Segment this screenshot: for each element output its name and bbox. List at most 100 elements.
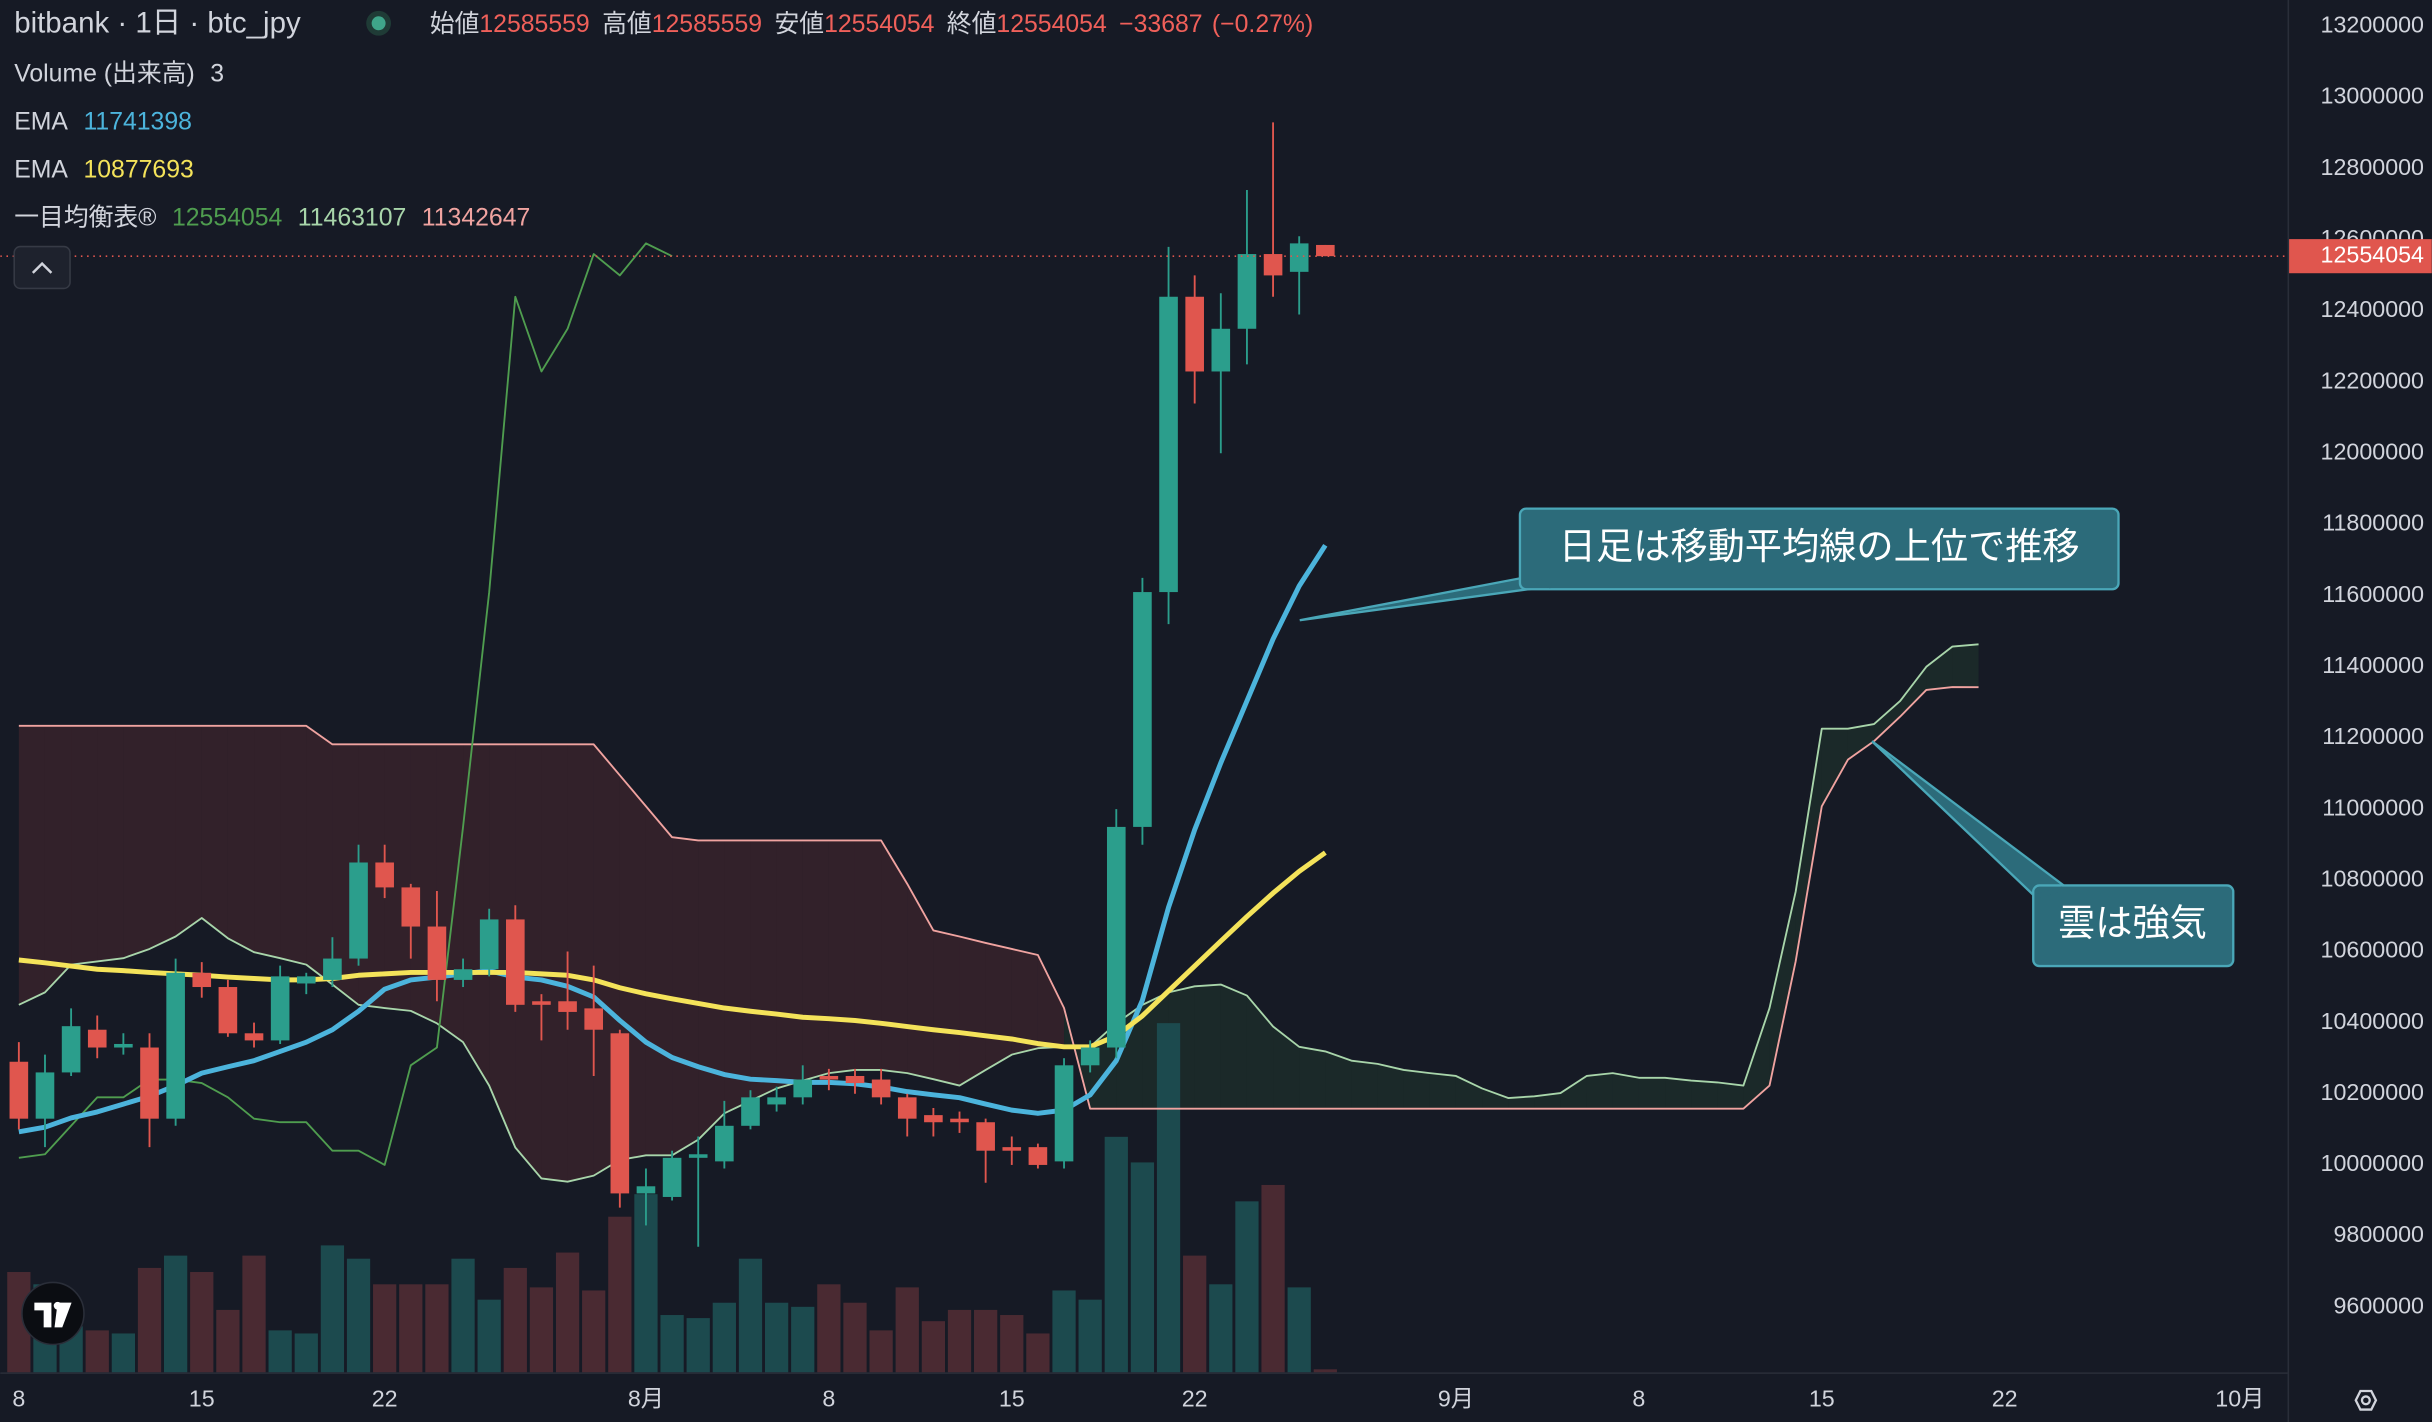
- cloud-segment: [541, 744, 568, 1182]
- legend-label: EMA: [14, 156, 68, 183]
- y-tick-label: 11400000: [2322, 652, 2424, 678]
- candle-body: [950, 1118, 969, 1123]
- candle-body: [793, 1079, 813, 1098]
- close-label: 終値: [947, 9, 997, 37]
- cloud-segment: [1795, 728, 1822, 962]
- legend-label: EMA: [14, 108, 68, 135]
- candle-body: [87, 1029, 107, 1048]
- y-tick-label: 10600000: [2321, 937, 2425, 963]
- cloud-segment: [698, 840, 725, 1140]
- settings-button[interactable]: [2354, 1389, 2378, 1411]
- cloud-segment: [306, 725, 333, 985]
- legend-value: 11463107: [298, 204, 407, 231]
- cloud-segment: [1612, 1073, 1639, 1109]
- candle-body: [1002, 1147, 1022, 1151]
- volume-bar: [1104, 1136, 1128, 1373]
- volume-bar: [85, 1330, 109, 1373]
- cloud-segment: [149, 725, 176, 949]
- cloud-segment: [97, 725, 124, 962]
- cloud-segment: [985, 942, 1012, 1070]
- low-label: 安値: [774, 9, 824, 37]
- volume-bar: [921, 1321, 946, 1373]
- cloud-segment: [750, 840, 777, 1101]
- x-tick-label: 8: [822, 1385, 835, 1411]
- volume-bar: [1052, 1290, 1076, 1373]
- tradingview-logo[interactable]: [21, 1281, 85, 1346]
- cloud-segment: [1194, 984, 1221, 1109]
- volume-layer: [7, 1023, 1337, 1373]
- candle-body: [296, 976, 316, 984]
- cloud-segment: [175, 725, 202, 937]
- cloud-segment: [436, 744, 464, 1043]
- plot-area: [0, 122, 2288, 1373]
- low-value: 12554054: [824, 10, 935, 37]
- cloud-segment: [1429, 1073, 1456, 1109]
- volume-bar: [137, 1267, 162, 1373]
- legend-value: 11342647: [422, 204, 530, 231]
- cloud-segment: [1403, 1069, 1430, 1109]
- y-tick-label: 12000000: [2321, 438, 2425, 464]
- cloud-segment: [802, 840, 829, 1081]
- open-value: 12585559: [479, 10, 589, 37]
- y-tick-label: 12400000: [2321, 296, 2425, 322]
- ohlc-header: 始値12585559 高値12585559 安値12554054 終値12554054…: [430, 9, 1313, 37]
- candle-body: [1159, 296, 1178, 593]
- volume-bar: [294, 1333, 318, 1373]
- collapse-button[interactable]: [13, 245, 71, 290]
- volume-bar: [608, 1216, 632, 1373]
- candle-body: [244, 1033, 264, 1041]
- x-tick-label: 10月: [2215, 1385, 2264, 1411]
- line-layer: [18, 242, 1979, 1183]
- x-tick-label: 22: [372, 1385, 398, 1411]
- candle-body: [1028, 1147, 1048, 1165]
- volume-bar: [242, 1255, 266, 1373]
- cloud-segment: [881, 840, 908, 1074]
- candle-body: [166, 972, 185, 1119]
- chart-title: bitbank · 1日 · btc_jpy: [14, 7, 301, 40]
- volume-bar: [947, 1309, 972, 1373]
- volume-bar: [373, 1284, 397, 1373]
- candle-body: [35, 1072, 55, 1119]
- x-tick-label: 8: [1632, 1385, 1645, 1411]
- cloud-segment: [1273, 1026, 1300, 1109]
- cloud-segment: [1769, 891, 1796, 1086]
- candle-body: [270, 976, 290, 1041]
- candle-body: [375, 862, 394, 888]
- legend-ema: EMA 10877693: [14, 156, 194, 183]
- volume-bar: [1130, 1162, 1155, 1373]
- legend-value: 12554054: [172, 204, 283, 231]
- candle-body: [584, 1008, 604, 1030]
- cloud-segment: [1743, 1008, 1770, 1109]
- candle-body: [192, 972, 212, 988]
- volume-bar: [1000, 1315, 1024, 1373]
- cloud-segment: [1220, 984, 1247, 1109]
- cloud-segment: [645, 806, 673, 1156]
- cloud-segment: [44, 725, 72, 993]
- volume-bar: [582, 1290, 606, 1373]
- x-tick-label: 9月: [1438, 1385, 1474, 1411]
- volume-bar: [163, 1255, 188, 1373]
- volume-bar: [268, 1330, 292, 1373]
- cloud-segment: [1351, 1060, 1378, 1109]
- cloud-segment: [201, 725, 228, 939]
- volume-bar: [1313, 1369, 1337, 1373]
- cloud-segment: [1508, 1096, 1535, 1109]
- candle-body: [845, 1075, 865, 1084]
- cloud-segment: [1717, 1082, 1744, 1109]
- x-tick-label: 8: [12, 1385, 25, 1411]
- volume-bar: [974, 1309, 998, 1373]
- candle-body: [1080, 1047, 1100, 1066]
- candle-body: [453, 969, 473, 980]
- y-tick-label: 12200000: [2321, 367, 2425, 393]
- cloud-segment: [515, 744, 542, 1179]
- cloud-segment: [1952, 644, 1979, 688]
- volume-bar: [686, 1318, 710, 1373]
- volume-bar: [529, 1287, 554, 1373]
- y-tick-label: 12800000: [2321, 154, 2425, 180]
- legend-ema: EMA 11741398: [14, 108, 192, 135]
- cloud-segment: [933, 930, 960, 1086]
- senkou-b-line: [18, 686, 1979, 1110]
- candle-body: [688, 1154, 708, 1158]
